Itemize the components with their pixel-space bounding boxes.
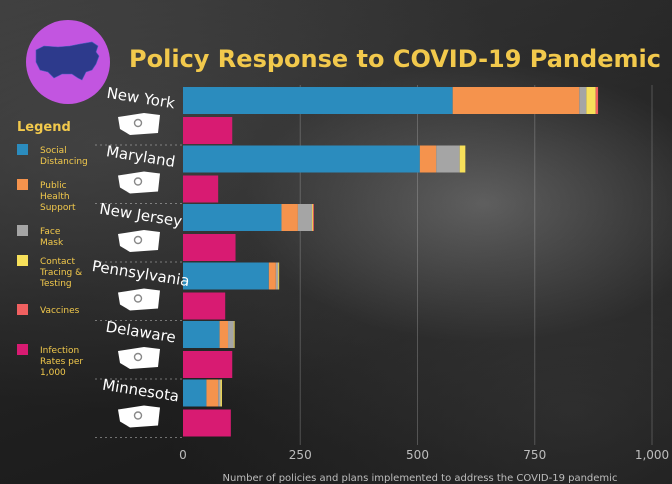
state-shape-icon: [118, 171, 160, 194]
bar-vaccines: [595, 87, 599, 114]
bar-infection: [183, 351, 233, 378]
legend: Social Distancing Public Health Support Face M…: [17, 144, 88, 378]
legend-swatch-vaccines: [17, 304, 28, 315]
legend-swatch-tracing: [17, 255, 28, 266]
state-shape-icon: [118, 113, 160, 135]
legend-swatch-mask: [17, 225, 28, 236]
state-shape-icon: [118, 288, 160, 311]
bar-public: [268, 262, 276, 290]
bar-mask: [436, 145, 460, 173]
bar-social: [183, 145, 420, 173]
bar-public: [281, 204, 298, 231]
bar-public: [452, 87, 580, 114]
bar-mask: [228, 321, 234, 348]
legend-label-social: Social Distancing: [40, 146, 88, 167]
state-shape-icon: [118, 347, 160, 369]
bar-public: [206, 379, 219, 407]
legend-swatch-social: [17, 144, 28, 155]
state-shape-icon: [118, 405, 160, 428]
legend-label-tracing: Contact Tracing & Testing: [39, 257, 82, 289]
x-tick-label: 500: [406, 448, 429, 462]
bar-tracing: [220, 379, 222, 407]
bar-infection: [183, 234, 236, 261]
legend-label-vaccines: Vaccines: [40, 306, 80, 316]
bar-tracing: [278, 262, 280, 290]
bar-social: [183, 262, 269, 290]
legend-swatch-public: [17, 179, 28, 190]
state-label: New Jersey: [98, 200, 183, 231]
state-label: New York: [105, 84, 176, 113]
bar-public: [219, 321, 229, 348]
bar-social: [183, 87, 453, 114]
bar-social: [183, 204, 282, 231]
state-shape-icon: [118, 230, 160, 252]
map-pin-icon: [133, 411, 143, 420]
bars: [183, 87, 599, 437]
gridlines: [299, 85, 653, 445]
bar-mask: [297, 204, 312, 231]
map-pin-icon: [133, 177, 143, 186]
bar-social: [183, 379, 207, 407]
bar-social: [183, 321, 220, 348]
chart-title: Policy Response to COVID-19 Pandemic: [129, 45, 661, 73]
bar-infection: [183, 175, 219, 203]
bar-public: [419, 145, 437, 173]
bar-infection: [183, 117, 233, 144]
bar-tracing: [459, 145, 466, 173]
legend-label-public: Public Health Support: [40, 181, 76, 213]
x-axis-ticks: 0 250 500 750 1,000: [179, 448, 669, 462]
x-tick-label: 750: [523, 448, 546, 462]
bar-vaccines: [312, 204, 314, 231]
bar-mask: [275, 262, 279, 290]
state-label: Minnesota: [101, 376, 180, 406]
legend-label-mask: Face Mask: [40, 227, 64, 248]
bar-mask: [218, 379, 221, 407]
us-map-icon: [26, 20, 110, 104]
bar-tracing: [233, 321, 235, 348]
x-tick-label: 250: [289, 448, 312, 462]
state-label: Maryland: [105, 142, 177, 171]
bar-infection: [183, 409, 231, 437]
legend-swatch-infection: [17, 344, 28, 355]
bar-tracing: [586, 87, 596, 114]
legend-label-infection: Infection Rates per 1,000: [40, 346, 83, 378]
state-label: Delaware: [104, 318, 177, 347]
legend-title: Legend: [17, 120, 71, 135]
bar-tracing: [311, 204, 313, 231]
bar-infection: [183, 292, 226, 320]
map-pin-icon: [133, 235, 143, 245]
map-pin-icon: [133, 118, 143, 128]
map-pin-icon: [133, 294, 143, 303]
map-pin-icon: [133, 352, 143, 362]
bar-mask: [579, 87, 587, 114]
x-axis-label: Number of policies and plans implemented…: [223, 473, 618, 484]
x-tick-label: 1,000: [635, 448, 669, 462]
x-tick-label: 0: [179, 448, 187, 462]
